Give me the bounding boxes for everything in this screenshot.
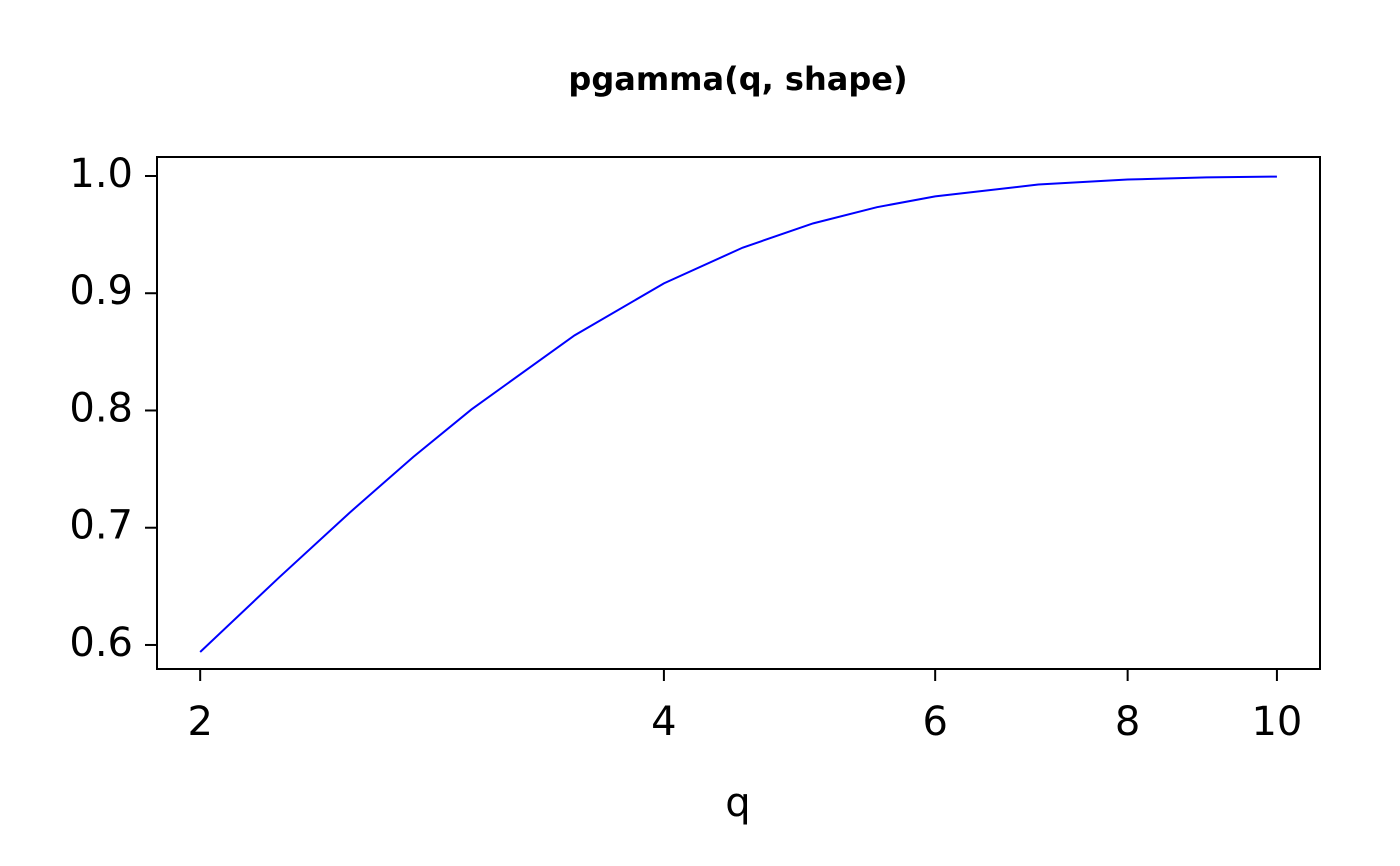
y-tick-label: 0.8	[69, 385, 133, 431]
x-tick-label: 2	[187, 699, 212, 745]
x-axis-label: q	[725, 780, 750, 826]
x-tick-label: 4	[651, 699, 676, 745]
y-tick-label: 0.7	[69, 503, 133, 549]
y-tick-label: 0.6	[69, 620, 133, 666]
x-tick-label: 8	[1115, 699, 1140, 745]
x-tick-label: 6	[922, 699, 947, 745]
y-tick-label: 0.9	[69, 268, 133, 314]
y-tick-label: 1.0	[69, 151, 133, 197]
chart-title: pgamma(q, shape)	[568, 60, 907, 98]
plot-box	[156, 156, 1321, 670]
data-line	[199, 175, 1277, 653]
x-tick-label: 10	[1251, 699, 1302, 745]
